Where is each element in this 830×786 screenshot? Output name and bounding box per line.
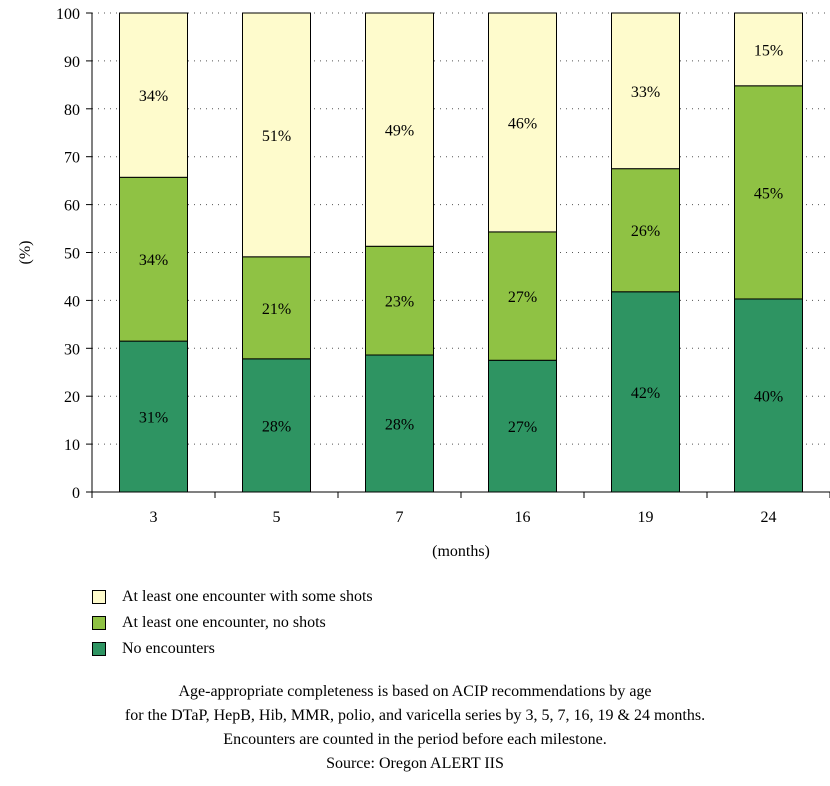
axes: 0 10 20 30 40 50 60 70 80 90 100 3 5 7 16 19 24 (months) (…	[17, 6, 830, 560]
bar-16-series-2	[488, 12, 557, 233]
data-label-16-series-1: 27%	[508, 289, 537, 306]
legend-item-some-shots: At least one encounter with some shots	[92, 584, 373, 610]
x-tick-label-16: 16	[515, 509, 531, 526]
y-axis-label: (%)	[17, 241, 34, 265]
bar-3-series-0	[119, 340, 188, 493]
data-label-16-series-0: 27%	[508, 419, 537, 436]
y-tick-label-100: 100	[56, 6, 80, 23]
data-label-19-series-0: 42%	[631, 385, 660, 402]
legend-swatch-no-encounters	[92, 642, 106, 656]
y-tick-label-30: 30	[64, 341, 80, 358]
bar-5-series-1	[242, 256, 311, 360]
y-tick-label-50: 50	[64, 246, 80, 263]
bar-5-series-2	[242, 12, 311, 258]
x-axis-label: (months)	[432, 543, 490, 560]
legend-label-no-encounters: No encounters	[122, 640, 215, 657]
legend: At least one encounter with some shots A…	[92, 584, 373, 662]
legend-item-no-encounters: No encounters	[92, 636, 373, 662]
data-label-7-series-1: 23%	[385, 294, 414, 311]
bar-3-series-2	[119, 12, 188, 178]
data-label-16-series-2: 46%	[508, 115, 537, 132]
bar-19-series-2	[611, 12, 680, 170]
stacked-bar-chart: 31% 34% 34% 28% 21% 51% 28% 23% 49% 27% 27% 46% 42% 2…	[17, 6, 830, 560]
bar-16-series-1	[488, 231, 557, 361]
note-line-2: for the DTaP, HepB, Hib, MMR, polio, and…	[124, 707, 706, 724]
data-label-19-series-2: 33%	[631, 84, 660, 101]
x-tick-label-5: 5	[273, 509, 281, 526]
bar-16-series-0	[488, 359, 557, 493]
x-tick-label-24: 24	[761, 509, 777, 526]
gridlines	[92, 12, 830, 445]
data-label-5-series-2: 51%	[262, 128, 291, 145]
chart-notes: Age-appropriate completeness is based on…	[0, 680, 830, 776]
y-tick-label-40: 40	[64, 293, 80, 310]
legend-label-no-shots: At least one encounter, no shots	[122, 614, 326, 631]
data-label-24-series-1: 45%	[754, 185, 783, 202]
data-label-5-series-1: 21%	[262, 301, 291, 318]
bar-19-series-0	[611, 291, 680, 493]
data-label-3-series-2: 34%	[139, 88, 168, 105]
x-tick-label-19: 19	[638, 509, 654, 526]
legend-item-no-shots: At least one encounter, no shots	[92, 610, 373, 636]
y-tick-label-80: 80	[64, 102, 80, 119]
y-tick-label-70: 70	[64, 150, 80, 167]
x-tick-label-3: 3	[150, 509, 158, 526]
data-label-3-series-0: 31%	[139, 410, 168, 427]
bar-7-series-2	[365, 12, 434, 247]
bar-24-series-2	[734, 12, 803, 87]
y-tick-label-20: 20	[64, 389, 80, 406]
data-label-7-series-2: 49%	[385, 123, 414, 140]
data-label-19-series-1: 26%	[631, 223, 660, 240]
y-tick-label-0: 0	[72, 485, 80, 502]
legend-swatch-some-shots	[92, 590, 106, 604]
y-tick-label-10: 10	[64, 437, 80, 454]
bar-5-series-0	[242, 358, 311, 493]
x-tick-label-7: 7	[396, 509, 404, 526]
data-label-5-series-0: 28%	[262, 418, 291, 435]
note-line-1: Age-appropriate completeness is based on…	[178, 683, 652, 700]
bar-24-series-0	[734, 298, 803, 493]
data-label-24-series-0: 40%	[754, 388, 783, 405]
bar-24-series-1	[734, 85, 803, 300]
bar-7-series-1	[365, 245, 434, 356]
bars: 31% 34% 34% 28% 21% 51% 28% 23% 49% 27% 27% 46% 42% 2…	[119, 12, 803, 493]
data-label-7-series-0: 28%	[385, 417, 414, 434]
legend-label-some-shots: At least one encounter with some shots	[122, 588, 373, 605]
data-label-3-series-1: 34%	[139, 252, 168, 269]
legend-swatch-no-shots	[92, 616, 106, 630]
note-line-4: Source: Oregon ALERT IIS	[326, 755, 504, 772]
y-tick-label-90: 90	[64, 54, 80, 71]
note-line-3: Encounters are counted in the period bef…	[223, 731, 607, 748]
bar-3-series-1	[119, 176, 188, 342]
data-label-24-series-2: 15%	[754, 42, 783, 59]
y-tick-label-60: 60	[64, 198, 80, 215]
